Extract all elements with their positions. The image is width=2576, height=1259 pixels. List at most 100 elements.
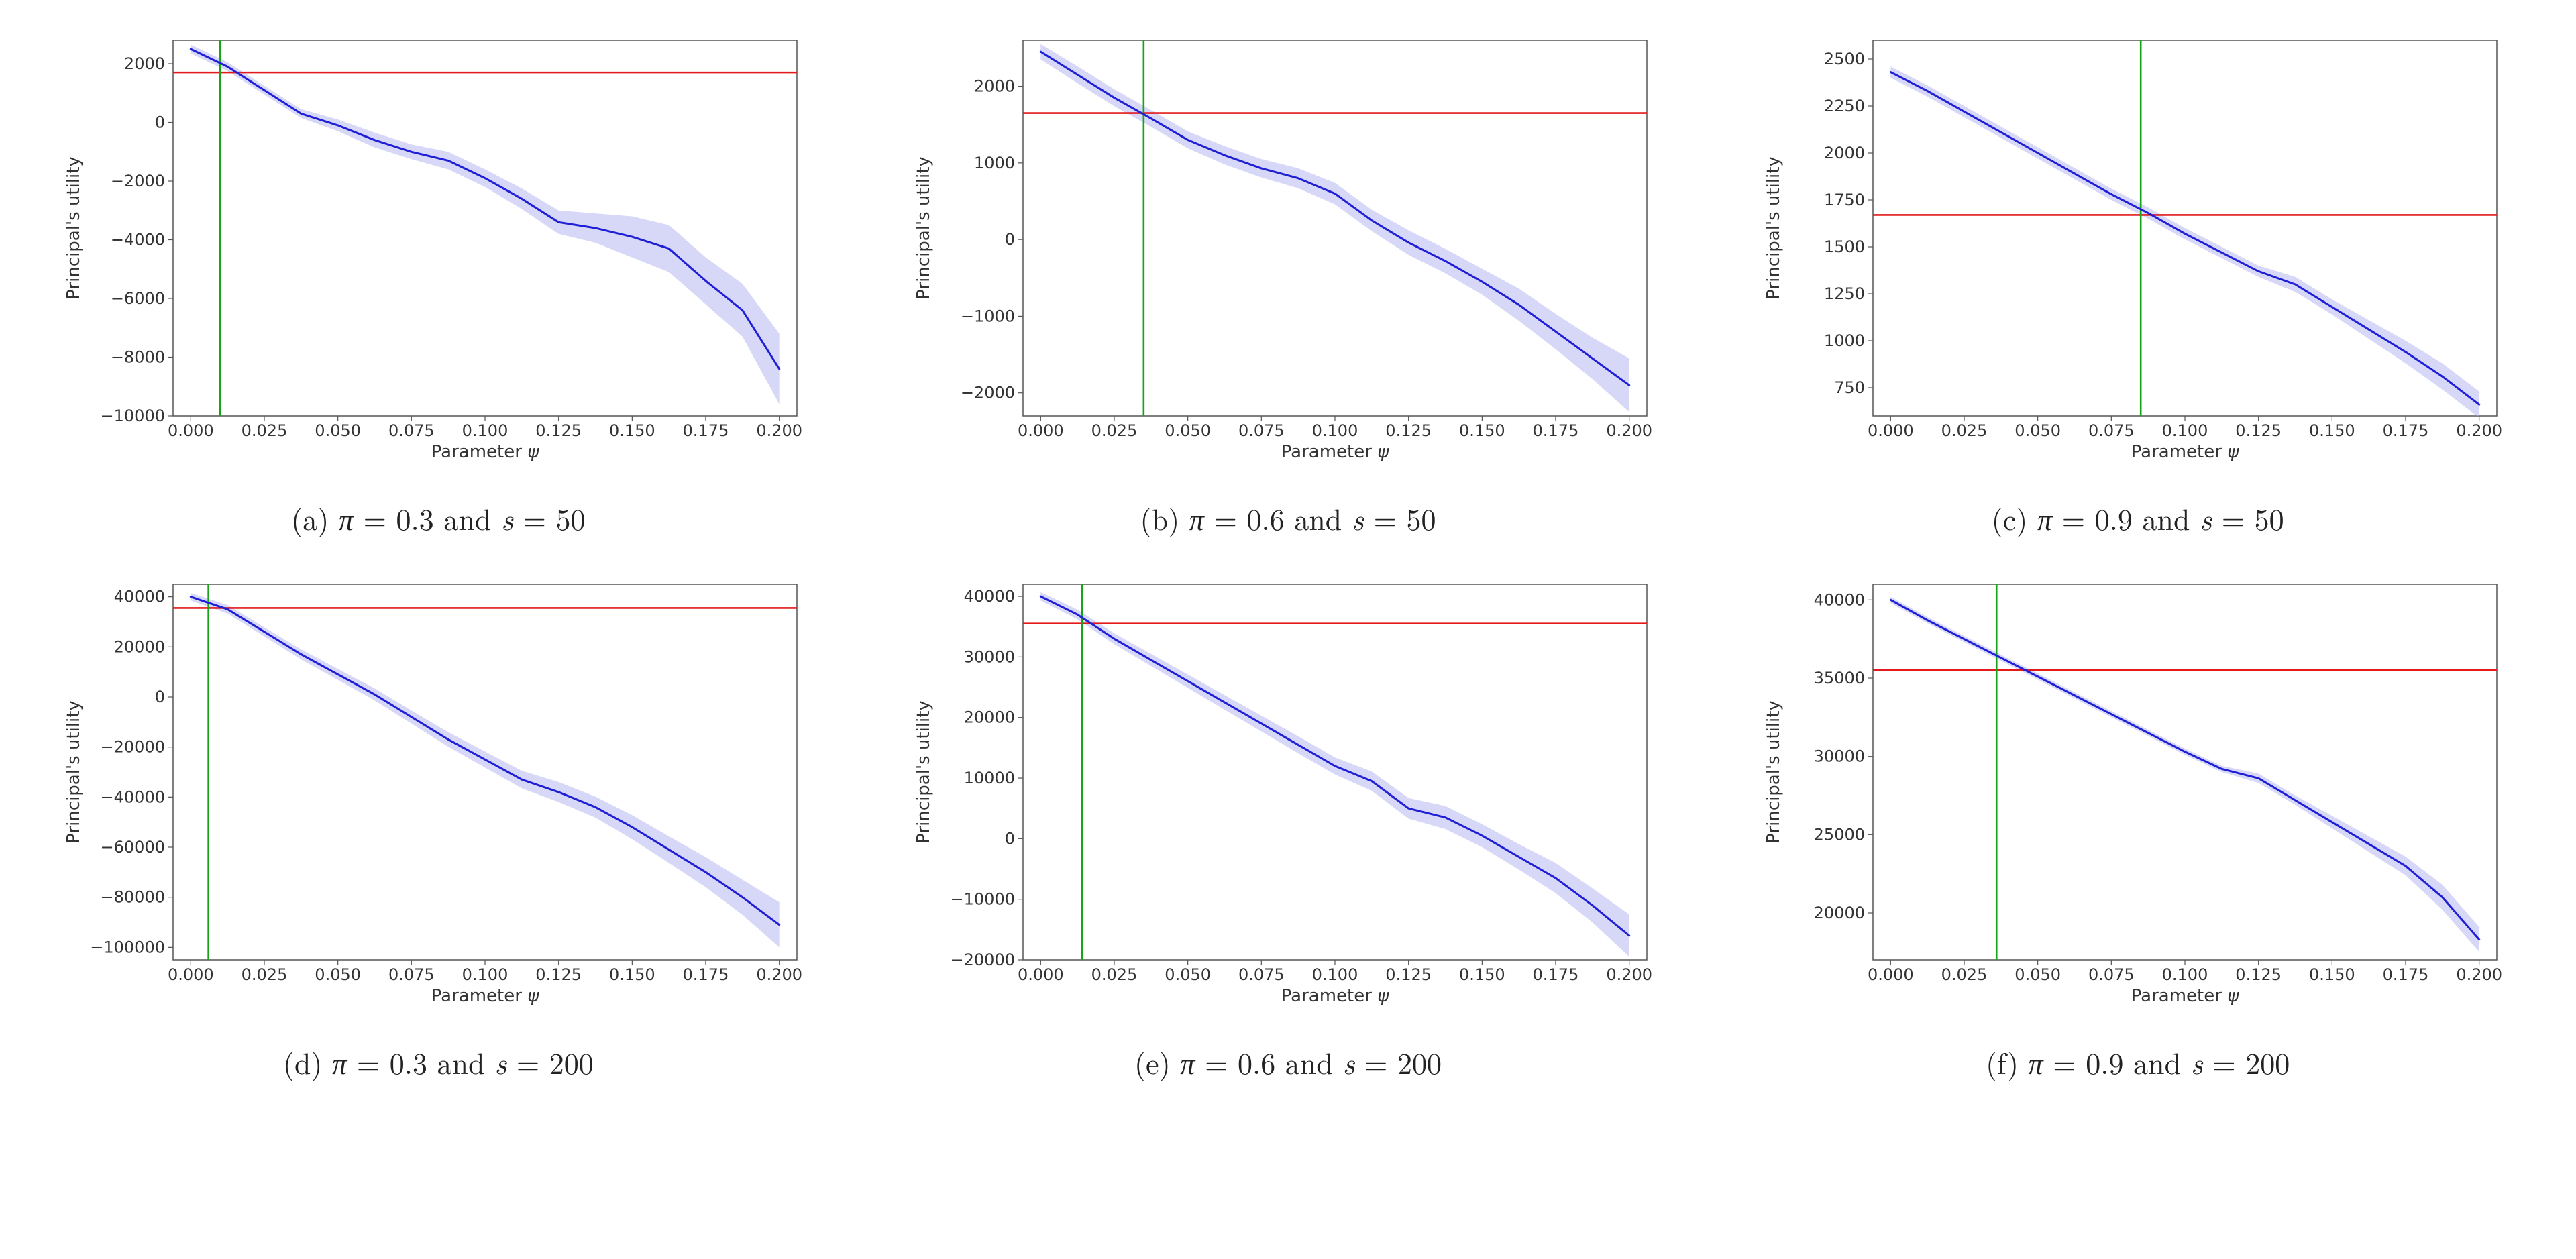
y-tick-label: −10000 bbox=[101, 406, 165, 425]
y-tick-label: 20000 bbox=[964, 708, 1015, 727]
y-tick-label: 0 bbox=[1005, 829, 1015, 848]
subcaption-b: (b) π = 0.6 and s = 50 bbox=[1140, 496, 1436, 539]
plot-area bbox=[173, 584, 797, 960]
y-tick-label: 10000 bbox=[964, 769, 1015, 787]
x-tick-label: 0.150 bbox=[1459, 421, 1505, 440]
x-tick-label: 0.200 bbox=[757, 965, 803, 984]
x-tick-label: 0.000 bbox=[168, 421, 214, 440]
y-tick-label: 750 bbox=[1834, 378, 1865, 397]
y-tick-label: 25000 bbox=[1813, 825, 1864, 844]
x-tick-label: 0.000 bbox=[1018, 421, 1064, 440]
subcaption-c: (c) π = 0.9 and s = 50 bbox=[1992, 496, 2284, 539]
y-tick-label: 2000 bbox=[124, 54, 165, 73]
y-tick-label: −20000 bbox=[101, 738, 165, 757]
y-tick-label: −4000 bbox=[111, 231, 165, 250]
y-tick-label: −10000 bbox=[951, 890, 1015, 909]
x-tick-label: 0.100 bbox=[462, 421, 508, 440]
x-tick-label: 0.100 bbox=[2161, 421, 2208, 440]
x-tick-label: 0.025 bbox=[1091, 421, 1138, 440]
plot-area bbox=[173, 40, 797, 416]
x-axis-label: Parameter ψ bbox=[431, 986, 540, 1006]
y-tick-label: 1500 bbox=[1824, 237, 1865, 256]
subcaption-f: (f) π = 0.9 and s = 200 bbox=[1986, 1040, 2290, 1083]
x-tick-label: 0.075 bbox=[1238, 421, 1285, 440]
x-tick-label: 0.025 bbox=[1091, 965, 1138, 984]
x-tick-label: 0.000 bbox=[168, 965, 214, 984]
y-tick-label: 20000 bbox=[114, 637, 165, 656]
x-tick-label: 0.000 bbox=[1018, 965, 1064, 984]
y-tick-label: −100000 bbox=[91, 938, 166, 956]
x-tick-label: 0.125 bbox=[1385, 421, 1432, 440]
y-tick-label: 1000 bbox=[974, 154, 1015, 172]
x-tick-label: 0.175 bbox=[1533, 421, 1579, 440]
panel-d: 0.0000.0250.0500.0750.1000.1250.1500.175… bbox=[40, 571, 837, 1083]
figure-grid: 0.000 0.025 0.050 0.075 0.100 0.125 0.150 0.175… bbox=[0, 0, 2576, 1123]
y-tick-label: −60000 bbox=[101, 838, 165, 857]
x-tick-label: 0.175 bbox=[683, 421, 729, 440]
chart-d: 0.0000.0250.0500.0750.1000.1250.1500.175… bbox=[52, 571, 824, 1014]
y-tick-label: −6000 bbox=[111, 289, 165, 308]
chart-e: 0.0000.0250.0500.0750.1000.1250.1500.175… bbox=[902, 571, 1674, 1014]
y-tick-label: −8000 bbox=[111, 348, 165, 367]
y-tick-label: 40000 bbox=[964, 587, 1015, 606]
panel-f: 0.0000.0250.0500.0750.1000.1250.1500.175… bbox=[1739, 571, 2536, 1083]
x-tick-label: 0.125 bbox=[2235, 965, 2282, 984]
x-tick-label: 0.000 bbox=[1868, 421, 1914, 440]
x-tick-label: 0.150 bbox=[609, 421, 655, 440]
x-axis-label: Parameter ψ bbox=[431, 442, 540, 462]
chart-c: 0.0000.0250.0500.0750.1000.1250.1500.175… bbox=[1752, 27, 2524, 470]
x-tick-label: 0.150 bbox=[609, 965, 655, 984]
chart-f: 0.0000.0250.0500.0750.1000.1250.1500.175… bbox=[1752, 571, 2524, 1014]
chart-b: 0.0000.0250.0500.0750.1000.1250.1500.175… bbox=[902, 27, 1674, 470]
y-tick-label: 1000 bbox=[1824, 331, 1865, 350]
y-axis-label: Principal's utility bbox=[64, 156, 84, 300]
y-axis-label: Principal's utility bbox=[64, 700, 84, 844]
x-tick-label: 0.125 bbox=[536, 421, 582, 440]
x-tick-label: 0.075 bbox=[1238, 965, 1285, 984]
y-tick-label: 0 bbox=[155, 113, 165, 132]
x-tick-label: 0.000 bbox=[1868, 965, 1914, 984]
y-tick-label: −80000 bbox=[101, 888, 165, 907]
x-tick-label: 0.075 bbox=[388, 421, 435, 440]
y-tick-label: 2000 bbox=[974, 77, 1015, 96]
x-tick-label: 0.025 bbox=[1941, 421, 1987, 440]
panel-c: 0.0000.0250.0500.0750.1000.1250.1500.175… bbox=[1739, 27, 2536, 539]
x-tick-label: 0.175 bbox=[683, 965, 729, 984]
y-axis-label: Principal's utility bbox=[914, 700, 934, 844]
y-tick-label: 35000 bbox=[1813, 669, 1864, 688]
x-tick-label: 0.175 bbox=[2382, 965, 2428, 984]
x-tick-label: 0.050 bbox=[2015, 965, 2061, 984]
y-axis-label: Principal's utility bbox=[1764, 156, 1784, 300]
x-tick-label: 0.100 bbox=[2161, 965, 2208, 984]
panel-e: 0.0000.0250.0500.0750.1000.1250.1500.175… bbox=[890, 571, 1686, 1083]
y-tick-label: 1250 bbox=[1824, 284, 1865, 303]
x-tick-label: 0.200 bbox=[757, 421, 803, 440]
x-tick-label: 0.050 bbox=[1165, 965, 1211, 984]
y-tick-label: −40000 bbox=[101, 787, 165, 806]
y-tick-label: 2500 bbox=[1824, 50, 1865, 68]
y-tick-label: −2000 bbox=[961, 384, 1015, 402]
x-tick-label: 0.150 bbox=[2309, 421, 2355, 440]
x-tick-label: 0.150 bbox=[2309, 965, 2355, 984]
y-tick-label: −20000 bbox=[951, 950, 1015, 969]
subcaption-a: (a) π = 0.3 and s = 50 bbox=[291, 496, 585, 539]
x-tick-label: 0.050 bbox=[315, 421, 362, 440]
y-tick-label: 0 bbox=[1005, 230, 1015, 249]
x-tick-label: 0.050 bbox=[315, 965, 362, 984]
x-axis-label: Parameter ψ bbox=[1281, 442, 1390, 462]
panel-b: 0.0000.0250.0500.0750.1000.1250.1500.175… bbox=[890, 27, 1686, 539]
y-tick-label: 20000 bbox=[1813, 904, 1864, 922]
x-tick-label: 0.100 bbox=[1312, 421, 1358, 440]
y-tick-label: 30000 bbox=[964, 647, 1015, 666]
x-tick-label: 0.025 bbox=[1941, 965, 1987, 984]
chart-a: 0.000 0.025 0.050 0.075 0.100 0.125 0.150 0.175… bbox=[52, 27, 824, 470]
y-tick-label: 0 bbox=[155, 688, 165, 706]
x-tick-label: 0.175 bbox=[1533, 965, 1579, 984]
y-axis-label: Principal's utility bbox=[1764, 700, 1784, 844]
y-tick-label: 30000 bbox=[1813, 747, 1864, 766]
x-axis-label: Parameter ψ bbox=[1281, 986, 1390, 1006]
x-tick-label: 0.125 bbox=[2235, 421, 2282, 440]
x-axis-label: Parameter ψ bbox=[2131, 986, 2239, 1006]
x-tick-label: 0.075 bbox=[2088, 421, 2135, 440]
x-tick-label: 0.025 bbox=[241, 421, 288, 440]
